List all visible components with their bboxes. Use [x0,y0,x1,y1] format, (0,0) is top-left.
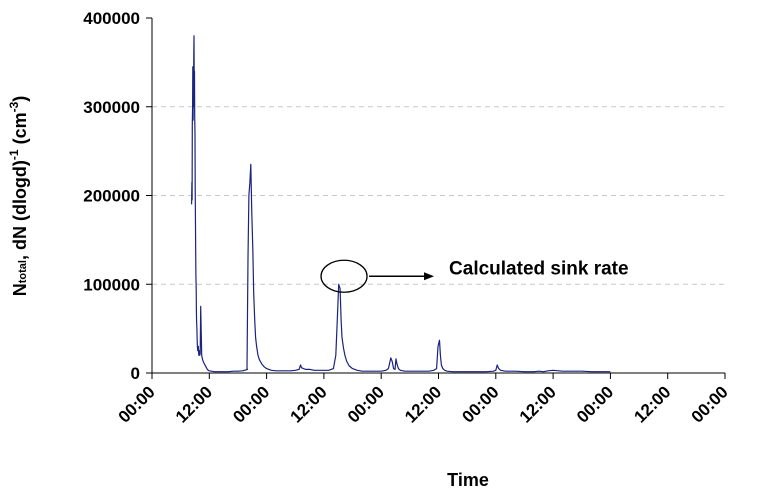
y-axis-title-subscript: total [17,260,29,283]
y-tick-labels: 0 100000 200000 300000 400000 [83,9,140,383]
x-tick-label: 00:00 [688,382,732,426]
x-tick-label: 00:00 [115,382,159,426]
x-tick-label: 12:00 [401,382,445,426]
x-tick-label: 00:00 [229,382,273,426]
x-tick-label: 00:00 [344,382,388,426]
y-axis-title-prefix: N [10,283,30,296]
y-tick-label: 400000 [83,9,140,28]
x-tick-label: 12:00 [172,382,216,426]
y-axis-title-superscript-2: -3 [7,101,21,112]
y-tick-label: 200000 [83,187,140,206]
y-axis-title-after: (cm [10,112,30,149]
x-tick-label: 12:00 [287,382,331,426]
annotation-layer: Calculated sink rate [320,258,629,293]
y-axis-title: Ntotal, dN (dlogd)-1 (cm-3) [7,96,30,297]
y-tick-label: 300000 [83,98,140,117]
x-tick-label: 12:00 [630,382,674,426]
series-layer [191,35,611,373]
y-tick-label: 100000 [83,275,140,294]
x-tick-labels: 00:00 12:00 00:00 12:00 00:00 12:00 00:00 12:00… [115,382,732,426]
y-axis-title-close: ) [10,96,30,102]
x-tick-label: 12:00 [516,382,560,426]
y-axis-title-middle: , dN (dlogd) [10,160,30,260]
annotation-arrowhead [424,272,435,281]
y-axis-title-superscript-1: -1 [7,149,21,160]
x-axis-title: Time [447,470,489,490]
x-tick-label: 00:00 [573,382,617,426]
axes [146,17,726,379]
gridlines [152,106,725,285]
series-line [191,35,611,373]
annotation-ellipse [320,259,368,293]
annotation-label: Calculated sink rate [449,258,629,279]
y-tick-label: 0 [131,364,140,383]
x-tick-label: 00:00 [458,382,502,426]
